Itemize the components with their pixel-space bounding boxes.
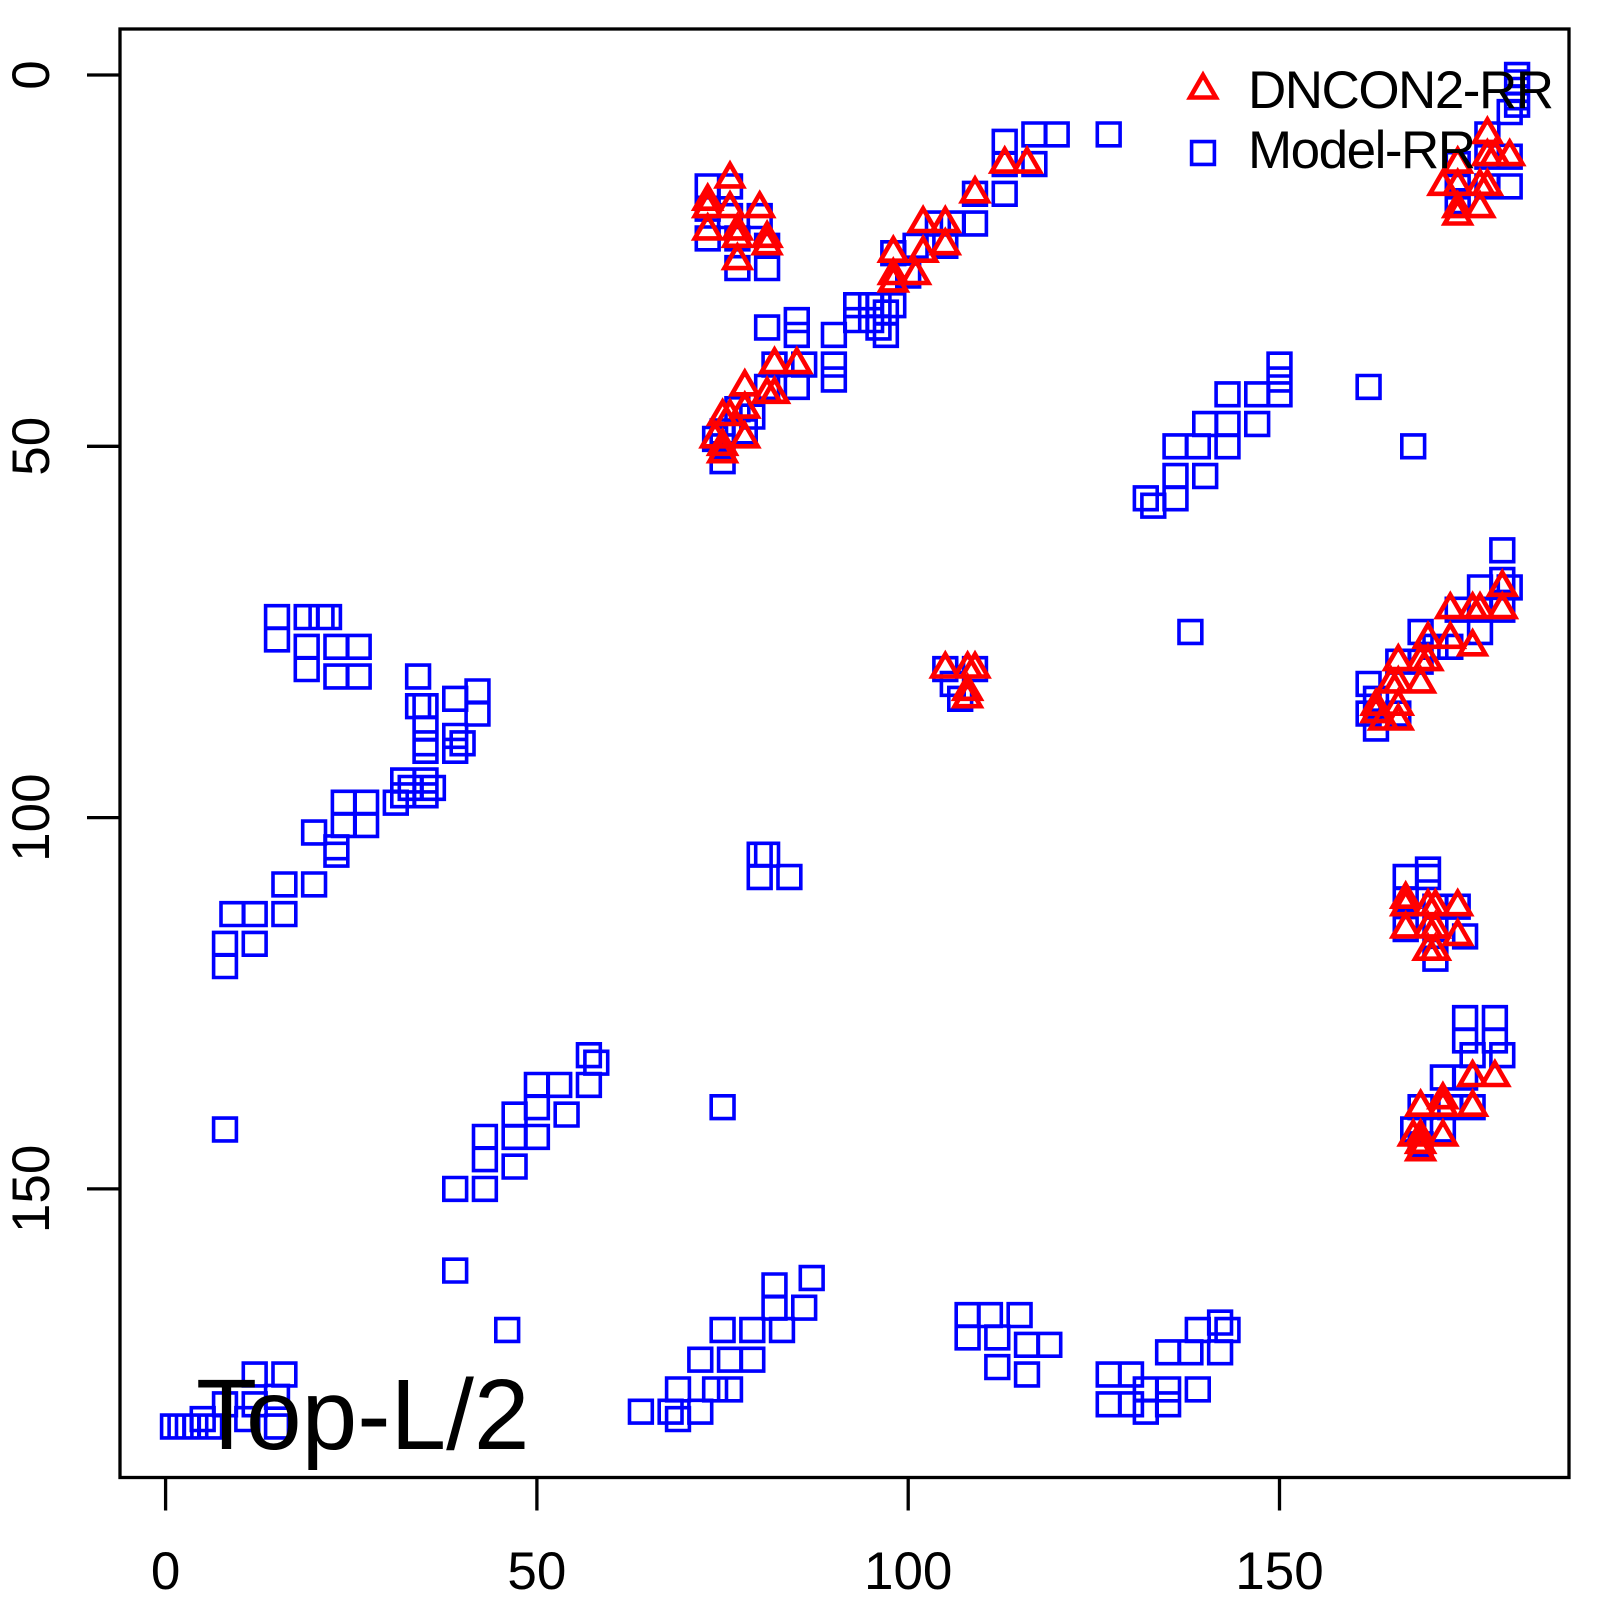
svg-text:150: 150 (2, 1145, 61, 1233)
svg-text:DNCON2-RR: DNCON2-RR (1248, 61, 1553, 120)
svg-text:100: 100 (2, 773, 61, 861)
svg-text:Top-L/2: Top-L/2 (196, 1359, 530, 1471)
svg-text:100: 100 (864, 1542, 952, 1600)
svg-text:0: 0 (2, 60, 61, 89)
svg-text:50: 50 (507, 1542, 566, 1600)
svg-text:Model-RR: Model-RR (1248, 121, 1475, 180)
svg-text:150: 150 (1235, 1542, 1323, 1600)
svg-text:0: 0 (151, 1542, 180, 1600)
svg-text:50: 50 (2, 417, 61, 476)
